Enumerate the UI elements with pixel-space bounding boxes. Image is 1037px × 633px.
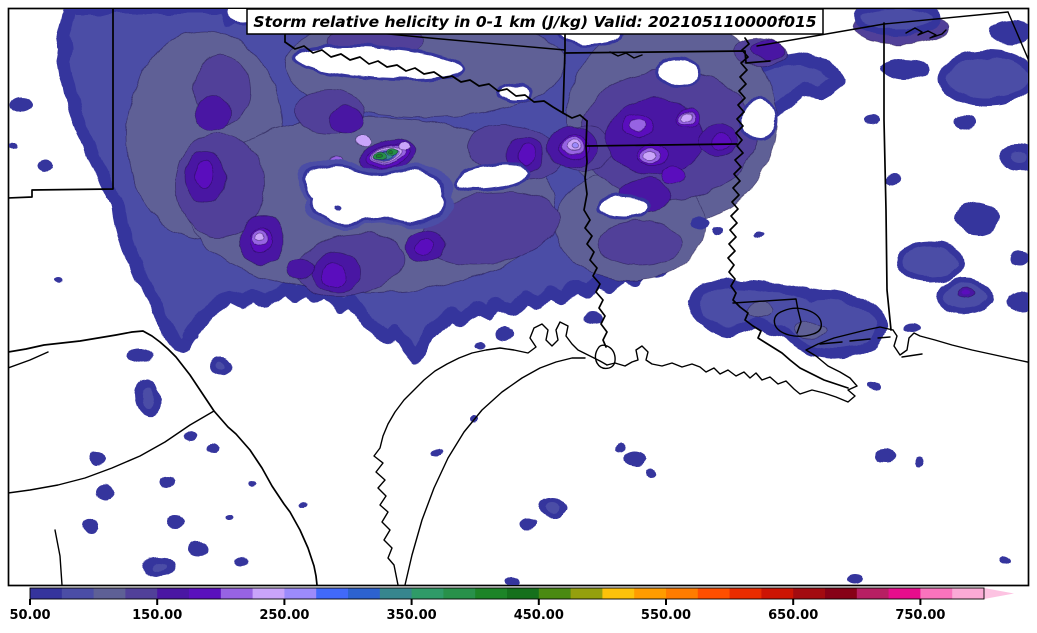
colorbar-segment <box>348 588 381 599</box>
red-river-border <box>284 41 588 122</box>
texas-barrier-islands <box>404 357 586 585</box>
colorbar-segment <box>793 588 826 599</box>
plot-title: Storm relative helicity in 0-1 km (J/kg)… <box>253 13 816 31</box>
arkansas-river <box>609 51 643 59</box>
southeast-louisiana-cluster <box>689 278 1028 389</box>
colorbar-segments <box>30 588 985 599</box>
texas-mainland-coast <box>373 321 608 585</box>
lake-pontchartrain <box>773 307 823 337</box>
arkansas-missouri-border <box>564 50 771 64</box>
colorbar-segment <box>507 588 540 599</box>
colorbar-segment <box>920 588 953 599</box>
colorbar-segment <box>475 588 508 599</box>
louisiana-coast <box>606 326 894 403</box>
colorbar-segment <box>538 588 572 599</box>
colorbar-outline <box>29 587 985 600</box>
colorbar-tick-label: 650.00 <box>768 608 818 623</box>
colorbar-segment <box>125 588 158 599</box>
colorbar: 50.00 150.00 250.00 350.00 450.00 550.00 650.0… <box>9 587 1014 623</box>
colorbar-segment <box>825 588 858 599</box>
colorbar-ticks: 50.00 150.00 250.00 350.00 450.00 550.00 650.0… <box>9 599 945 623</box>
colorbar-segment <box>316 588 349 599</box>
helicity-max-core <box>373 143 579 162</box>
colorbar-overflow-arrow <box>984 588 1014 599</box>
colorbar-segment <box>761 588 794 599</box>
colorbar-segment <box>284 588 317 599</box>
colorbar-segment <box>634 588 667 599</box>
colorbar-segment <box>856 588 890 599</box>
colorbar-segment <box>697 588 731 599</box>
alabama-georgia-border <box>1007 11 1028 61</box>
colorbar-tick-label: 750.00 <box>895 608 945 623</box>
colorbar-segment <box>252 588 285 599</box>
colorbar-segment <box>888 588 921 599</box>
sabine-lake <box>594 344 616 370</box>
new-mexico-texas-border <box>9 9 114 199</box>
colorbar-segment <box>220 588 254 599</box>
mexico-state-border-1 <box>9 410 215 494</box>
scattered-islands <box>9 96 1011 585</box>
colorbar-tick-label: 350.00 <box>387 608 437 623</box>
contour-field <box>9 9 1028 585</box>
colorbar-segment <box>379 588 413 599</box>
colorbar-segment <box>952 588 985 599</box>
colorbar-segment <box>61 588 95 599</box>
mississippi-sound-islands <box>819 336 923 358</box>
colorbar-segment <box>411 588 444 599</box>
colorbar-segment <box>570 588 603 599</box>
mississippi-river <box>727 37 849 389</box>
colorbar-segment <box>157 588 190 599</box>
texas-arkansas-border <box>585 120 588 147</box>
colorbar-segment <box>602 588 635 599</box>
colorbar-segment <box>189 588 222 599</box>
colorbar-tick-label: 50.00 <box>9 608 50 623</box>
tennessee-river <box>905 27 947 39</box>
mexico-state-border-3 <box>54 529 63 585</box>
title-box: Storm relative helicity in 0-1 km (J/kg)… <box>246 8 824 35</box>
colorbar-segment <box>30 588 63 599</box>
texas-louisiana-sabine-border <box>583 145 608 348</box>
mexico-state-border-2 <box>9 351 49 369</box>
colorbar-segment <box>93 588 126 599</box>
colorbar-segment <box>443 588 476 599</box>
mississippi-alabama-border <box>883 22 892 331</box>
colorbar-tick-label: 250.00 <box>259 608 309 623</box>
colorbar-segment <box>666 588 699 599</box>
colorbar-segment <box>729 588 762 599</box>
mobile-bay-coast <box>892 329 1028 363</box>
northeast-cluster <box>853 9 1028 283</box>
colorbar-tick-label: 150.00 <box>132 608 182 623</box>
colorbar-tick-label: 550.00 <box>641 608 691 623</box>
colorbar-tick-label: 450.00 <box>514 608 564 623</box>
geography-lines <box>9 9 1028 585</box>
louisiana-mississippi-border <box>732 298 802 334</box>
rio-grande-river <box>9 330 318 585</box>
arkansas-louisiana-border <box>585 143 738 147</box>
